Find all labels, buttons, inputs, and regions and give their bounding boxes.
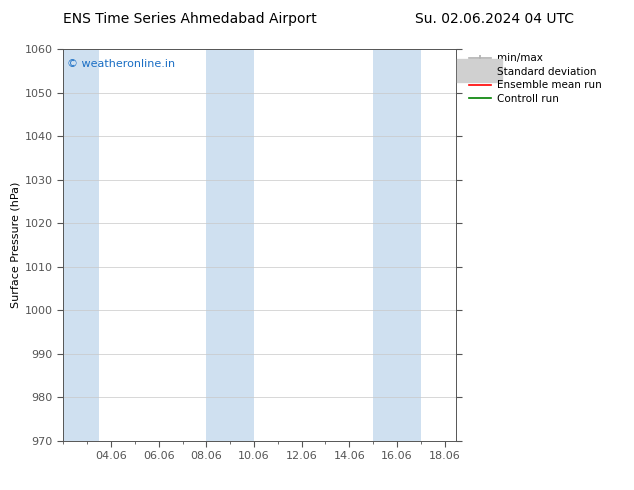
Bar — [63, 49, 99, 441]
Bar — [206, 49, 254, 441]
Text: Su. 02.06.2024 04 UTC: Su. 02.06.2024 04 UTC — [415, 12, 574, 26]
Text: ENS Time Series Ahmedabad Airport: ENS Time Series Ahmedabad Airport — [63, 12, 317, 26]
Bar — [373, 49, 421, 441]
Y-axis label: Surface Pressure (hPa): Surface Pressure (hPa) — [11, 182, 21, 308]
Text: © weatheronline.in: © weatheronline.in — [67, 59, 176, 69]
Legend: min/max, Standard deviation, Ensemble mean run, Controll run: min/max, Standard deviation, Ensemble me… — [464, 49, 605, 108]
